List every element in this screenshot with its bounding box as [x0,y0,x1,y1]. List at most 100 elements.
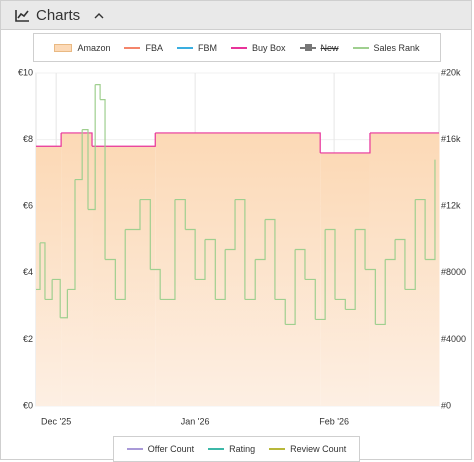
line-step [274,298,286,325]
y-tick-label: €10 [18,67,33,77]
line-step [52,278,61,318]
legend-swatch [54,43,73,52]
legend-label: Amazon [77,42,111,53]
line-step [174,198,186,230]
legend-label: Review Count [290,444,347,454]
y-tick-label: €2 [23,334,33,344]
chart: €0 €2 €4 €6 €8 €10 #0 #4000 #8000 #12k #16k #20k Dec… [18,67,466,426]
line-step [415,198,426,260]
line-step [160,199,176,301]
legend-swatch [208,448,225,450]
y2-tick-label: #16k [441,134,461,144]
legend-swatch [126,448,143,450]
line-step [355,228,366,270]
line-step [95,84,101,100]
panel-header[interactable]: Charts [1,1,471,30]
x-tick-label: Feb '26 [319,416,349,426]
line-step [44,279,53,301]
legend-swatch [230,46,247,49]
legend-item[interactable]: Offer Count [126,444,195,454]
line-step [61,132,93,147]
line-step [244,259,256,301]
legend-swatch [124,46,141,49]
line-step [60,289,68,319]
area-step [61,132,93,406]
line-step [185,228,196,280]
x-tick-label: Dec '25 [41,416,71,426]
y2-tick-label: #20k [441,67,461,77]
line-step [365,268,376,325]
line-step [395,238,406,290]
line-step [335,298,346,310]
line-step [36,242,41,291]
line-step [215,249,226,301]
legend-item[interactable]: Rating [208,444,255,454]
legend-item[interactable]: FBA [124,43,163,53]
legend-label: FBA [145,42,163,53]
legend-label: Offer Count [147,444,195,454]
line-step [235,198,246,300]
line-step [92,132,156,147]
y2-tick-label: #8000 [441,267,466,277]
legend-label: New [320,42,339,53]
line-step [385,239,396,261]
line-step [105,258,116,300]
line-step [155,132,321,153]
line-step [265,218,276,300]
line-step [150,268,161,300]
legend-item[interactable]: Amazon [54,43,110,53]
line-step [304,278,316,320]
legend-swatch [269,448,286,450]
line-step [315,229,326,321]
y-tick-label: €6 [23,201,33,211]
legend-item[interactable]: Review Count [269,444,346,454]
area-step [320,152,370,406]
line-step [82,129,89,210]
y2-tick-label: #12k [441,201,461,211]
legend-swatch [176,46,193,49]
legend-marker [304,43,312,51]
line-step [320,132,371,154]
legend-item[interactable]: FBM [176,43,217,53]
legend-label: Sales Rank [373,42,420,53]
legend-item[interactable]: Buy Box [230,42,286,53]
line-step [140,198,151,270]
legend-label: Buy Box [251,42,286,53]
line-step [345,229,356,311]
line-step [255,219,266,261]
line-step [425,159,436,261]
legend-label: Rating [229,444,256,454]
x-tick-label: Jan '26 [181,416,210,426]
line-step [100,99,106,260]
y-tick-label: €8 [23,134,33,144]
line-step [225,199,236,251]
area-step [92,146,156,406]
legend-item[interactable]: New [299,42,339,53]
y2-tick-label: #4000 [441,334,466,344]
line-step [375,259,386,326]
line-step [285,249,296,326]
panel-title: Charts [36,6,81,24]
collapse-caret[interactable] [94,12,104,19]
line-step [115,229,126,301]
line-step [195,239,206,281]
legend-swatch [299,43,316,51]
area-step [155,132,321,406]
line-step [404,199,416,291]
line-step [205,238,216,300]
chart-icon [15,9,29,22]
line-step [36,132,62,147]
y-tick-label: €0 [23,400,33,410]
line-step [40,242,46,300]
line-step [88,84,96,211]
line-step [295,248,306,280]
line-step [67,179,76,291]
y2-tick-label: #0 [441,400,451,410]
legend-item[interactable]: Sales Rank [352,42,420,53]
legend: Amazon FBA FBM Buy Box New Sales Rank [33,33,441,62]
legend: Offer Count Rating Review Count [113,436,360,462]
y-tick-label: €4 [23,267,33,277]
area-step [439,132,440,406]
